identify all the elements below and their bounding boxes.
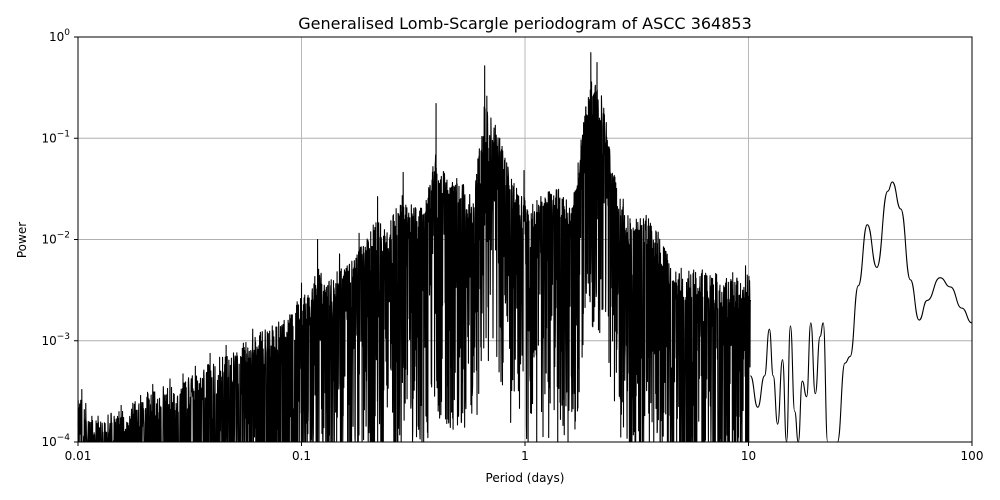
- chart-title: Generalised Lomb-Scargle periodogram of …: [298, 14, 752, 33]
- x-axis-label: Period (days): [486, 471, 565, 485]
- grid: [78, 37, 972, 442]
- power-spectrum-line: [77, 52, 751, 443]
- power-spectrum-long-period-line: [749, 181, 973, 443]
- series-power: [77, 52, 973, 443]
- x-tick-label: 100: [961, 449, 984, 463]
- y-tick-label: 10−2: [41, 231, 70, 247]
- x-tick-label: 10: [741, 449, 756, 463]
- x-tick-label: 0.01: [65, 449, 92, 463]
- y-tick-label: 10−4: [41, 433, 70, 449]
- y-tick-label: 10−3: [41, 332, 70, 348]
- y-tick-label: 10−1: [41, 129, 70, 145]
- x-tick-label: 1: [521, 449, 529, 463]
- y-axis-label: Power: [15, 222, 29, 258]
- x-tick-label: 0.1: [292, 449, 311, 463]
- axis-ticks: 0.01 0.1 1 10 100 10−4 10−3 10−2 10−1 100: [41, 28, 983, 463]
- y-tick-label: 100: [49, 28, 70, 44]
